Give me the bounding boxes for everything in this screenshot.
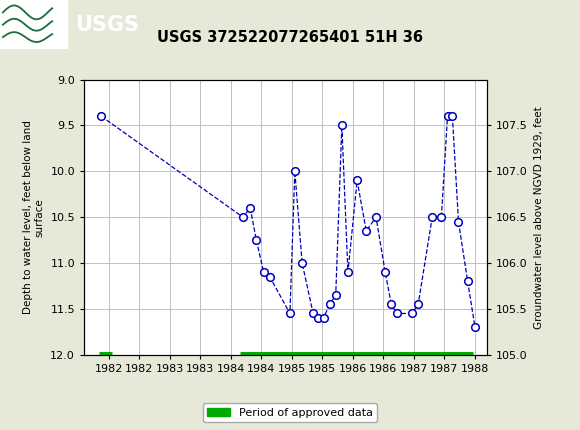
Legend: Period of approved data: Period of approved data bbox=[203, 403, 377, 422]
Y-axis label: Depth to water level, feet below land
surface: Depth to water level, feet below land su… bbox=[23, 120, 45, 314]
Bar bbox=[0, 0, 67, 49]
Y-axis label: Groundwater level above NGVD 1929, feet: Groundwater level above NGVD 1929, feet bbox=[534, 106, 543, 329]
Text: USGS: USGS bbox=[75, 15, 139, 35]
Text: USGS 372522077265401 51H 36: USGS 372522077265401 51H 36 bbox=[157, 30, 423, 45]
